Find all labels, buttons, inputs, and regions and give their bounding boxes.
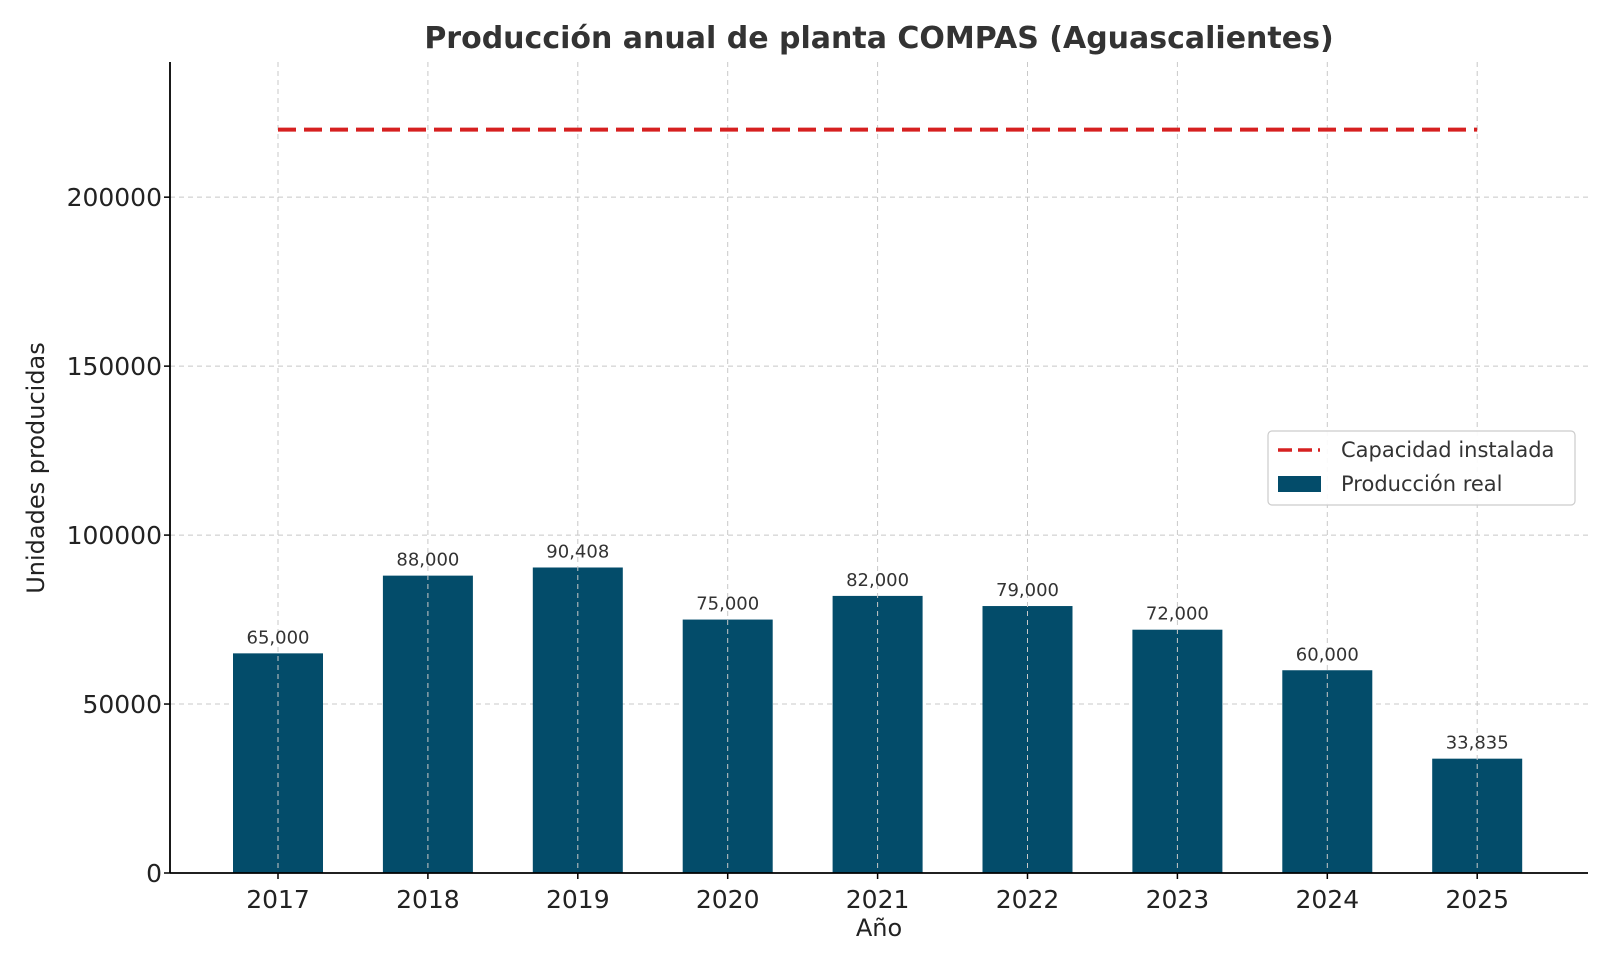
legend-swatch-produccion [1278, 476, 1321, 492]
legend: Capacidad instalada Producción real [1267, 430, 1576, 506]
y-tick-label: 0 [146, 859, 162, 888]
x-tick-label: 2019 [546, 885, 610, 914]
bar-value-label: 88,000 [396, 550, 459, 571]
bar-2023 [1132, 629, 1223, 873]
bar-value-label: 75,000 [696, 594, 759, 615]
bar-value-label: 72,000 [1146, 604, 1209, 625]
bar-value-label: 33,835 [1446, 733, 1509, 754]
bar-2018 [382, 575, 473, 873]
legend-label-capacidad: Capacidad instalada [1341, 438, 1554, 462]
x-tick-label: 2024 [1295, 885, 1359, 914]
y-axis-label: Unidades producidas [22, 342, 50, 594]
bar-value-label: 60,000 [1296, 644, 1359, 665]
y-tick-label: 200000 [67, 183, 162, 212]
x-tick-label: 2023 [1146, 885, 1210, 914]
x-tick-label: 2025 [1445, 885, 1509, 914]
ticks-layer: 0 50000 100000 150000 200000 2017 2018 2019 2020… [67, 183, 1509, 914]
y-tick-label: 100000 [67, 521, 162, 550]
y-tick-label: 150000 [67, 352, 162, 381]
bar-value-label: 79,000 [996, 580, 1059, 601]
x-tick-label: 2018 [396, 885, 460, 914]
x-tick-label: 2022 [996, 885, 1060, 914]
chart-title: Producción anual de planta COMPAS (Aguas… [424, 21, 1333, 56]
x-tick-label: 2020 [696, 885, 760, 914]
y-tick-label: 50000 [82, 690, 162, 719]
bar-value-label: 82,000 [846, 570, 909, 591]
bar-value-label: 90,408 [546, 541, 609, 562]
legend-label-produccion: Producción real [1341, 472, 1503, 496]
x-axis-label: Año [856, 914, 902, 942]
legend-box [1267, 430, 1576, 506]
bar-2024 [1282, 670, 1373, 873]
bar-value-label: 65,000 [247, 627, 310, 648]
x-tick-label: 2021 [846, 885, 910, 914]
bar-labels-layer: 65,000 88,000 90,408 75,000 82,000 79,000 72,0… [247, 541, 1509, 753]
x-tick-label: 2017 [246, 885, 310, 914]
